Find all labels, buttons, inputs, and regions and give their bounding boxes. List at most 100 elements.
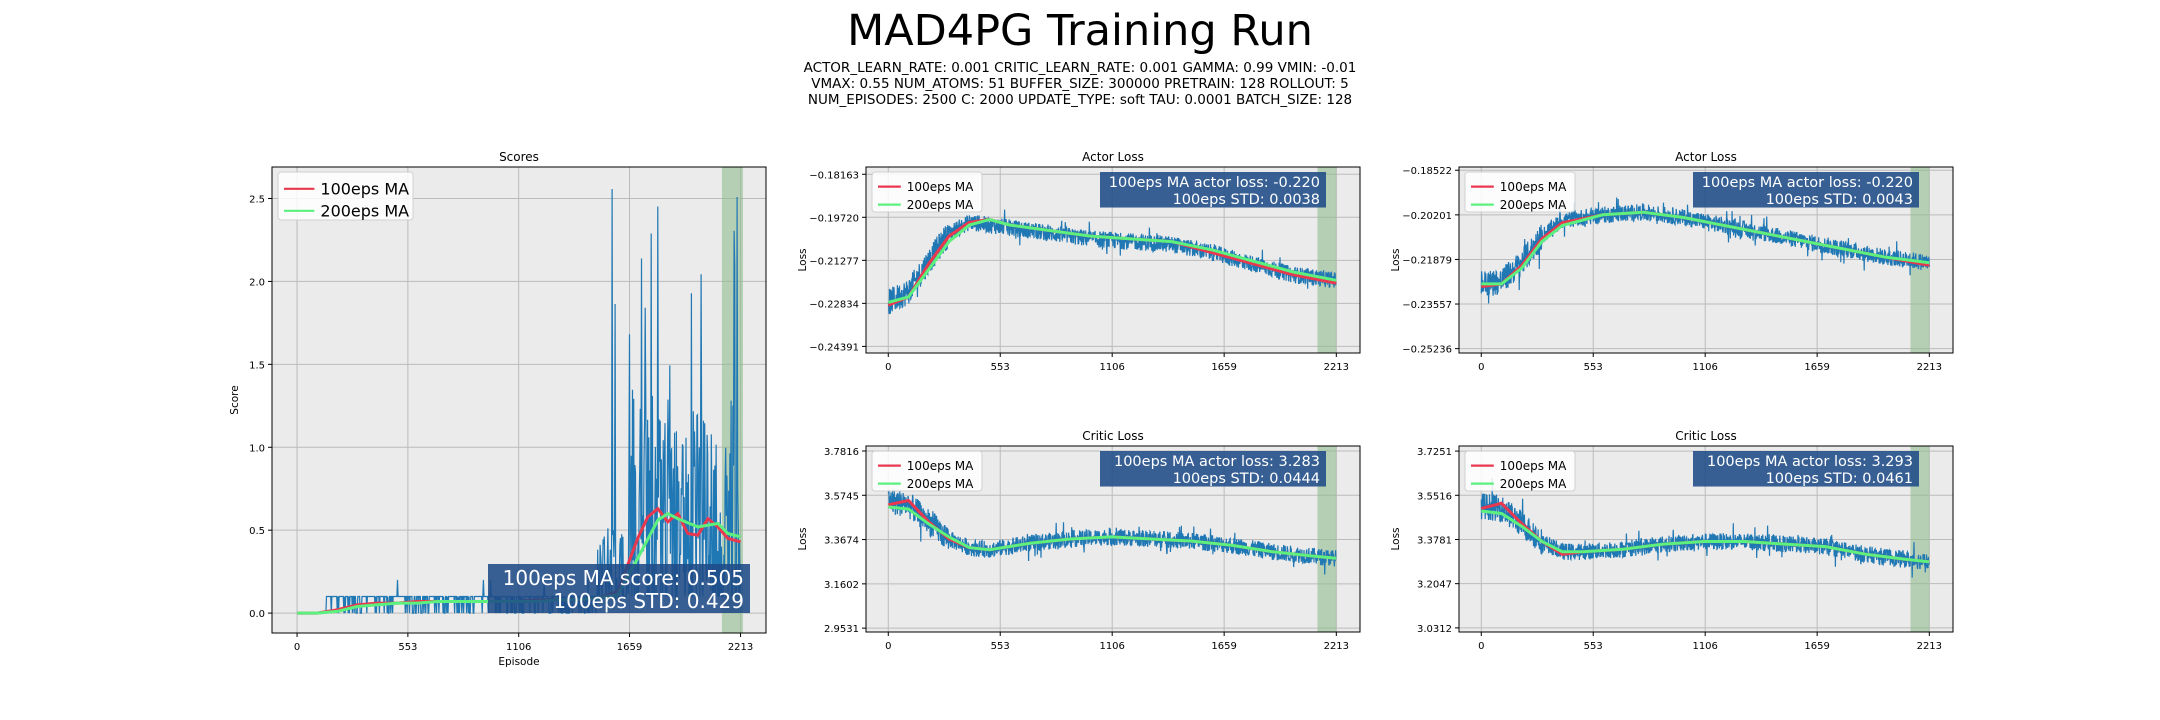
y-tick-label: −0.19720 [809,213,859,224]
x-tick-label: 0 [885,641,891,652]
legend: 100eps MA 200eps MA [1464,171,1576,213]
x-tick-label: 553 [1584,362,1603,373]
x-tick-label: 553 [398,642,417,653]
chart-title: Actor Loss [1675,150,1737,164]
params-line-1: ACTOR_LEARN_RATE: 0.001 CRITIC_LEARN_RAT… [803,60,1357,76]
y-tick-label: 3.7251 [1417,447,1452,458]
y-tick-label: −0.25236 [1402,345,1452,356]
y-tick-label: −0.18163 [809,170,859,181]
chart-title: Scores [499,150,539,164]
shaded-region [1317,167,1337,353]
legend-box [277,171,414,221]
plot-frame [865,445,1361,633]
legend: 100eps MA 200eps MA [1464,450,1576,492]
x-tick-label: 2213 [1917,362,1942,373]
y-axis-label: Loss [797,527,809,550]
legend: 100eps MA 200eps MA [277,171,414,221]
shaded-region [1317,446,1337,632]
chart-title: Actor Loss [1082,150,1144,164]
chart-panel-4: 0 553 1106 1659 2213 3.7816 3.5745 3.3674 3.1602… [797,429,1361,652]
plot-content [887,489,1337,575]
legend-label: 100eps MA [1500,180,1567,194]
legend-label: 200eps MA [907,477,974,491]
y-axis-label: Score [229,385,241,414]
ma200-line [1481,509,1930,564]
legend-label: 200eps MA [1500,477,1567,491]
x-tick-label: 0 [1478,641,1484,652]
legend-label: 200eps MA [320,201,409,220]
x-tick-label: 1659 [617,642,642,653]
y-tick-label: −0.21277 [809,256,859,267]
annotation-line-2: 100eps STD: 0.0461 [1766,471,1913,487]
annotation-box [1100,451,1326,487]
x-tick-label: 553 [991,362,1010,373]
legend-box [1464,171,1576,213]
ma200-line [1481,210,1930,286]
annotation-box [1693,172,1919,208]
x-tick-label: 2213 [1917,641,1942,652]
x-tick-label: 0 [294,642,300,653]
chart-title: Critic Loss [1082,429,1143,443]
shaded-region [1910,446,1930,632]
chart-title: Critic Loss [1675,429,1736,443]
y-tick-label: 2.5 [249,195,265,206]
y-tick-label: 3.0312 [1417,624,1452,635]
plot-content [1480,478,1930,578]
y-tick-label: 0.5 [249,526,265,537]
annotation-box [1693,451,1919,487]
y-tick-label: 1.0 [249,443,265,454]
figure-title: MAD4PG Training Run [847,6,1313,56]
annotation-line-2: 100eps STD: 0.0038 [1173,192,1320,208]
legend-label: 200eps MA [907,198,974,212]
y-tick-label: −0.21879 [1402,255,1452,266]
y-tick-label: −0.20201 [1402,211,1452,222]
legend-label: 100eps MA [320,179,409,198]
y-tick-label: −0.22834 [809,299,859,310]
annotation-line-2: 100eps STD: 0.0043 [1766,192,1913,208]
x-tick-label: 1106 [1692,641,1717,652]
y-tick-label: 2.0 [249,277,265,288]
y-tick-label: 3.2047 [1417,580,1452,591]
legend-box [1464,450,1576,492]
legend-box [871,171,983,213]
x-tick-label: 1659 [1804,362,1829,373]
annotation-box [1100,172,1326,208]
y-tick-label: 2.9531 [824,624,859,635]
x-tick-label: 1106 [1099,641,1124,652]
params-line-2: VMAX: 0.55 NUM_ATOMS: 51 BUFFER_SIZE: 30… [811,76,1349,92]
x-tick-label: 1659 [1211,641,1236,652]
x-tick-label: 1659 [1211,362,1236,373]
annotation-line-2: 100eps STD: 0.429 [553,589,744,613]
annotation-line-2: 100eps STD: 0.0444 [1173,471,1320,487]
y-tick-label: −0.24391 [809,342,859,353]
x-tick-label: 1106 [506,642,531,653]
plot-frame [1458,166,1954,354]
annotation-line-1: 100eps MA actor loss: 3.293 [1707,454,1913,470]
y-tick-label: −0.23557 [1402,300,1452,311]
x-tick-label: 0 [1478,362,1484,373]
x-tick-label: 553 [1584,641,1603,652]
legend-label: 100eps MA [907,459,974,473]
y-tick-label: 3.5745 [824,491,859,502]
chart-panel-3: 0 553 1106 1659 2213 −0.18522 −0.20201 −0.21879… [1390,150,1954,373]
annotation-line-1: 100eps MA actor loss: -0.220 [1702,175,1913,191]
chart-panel-1: 0 553 1106 1659 2213 0.0 0.5 1.0 1.5 2.0 2.5 Scores… [229,150,767,668]
annotation-line-1: 100eps MA actor loss: -0.220 [1109,175,1320,191]
x-tick-label: 1106 [1692,362,1717,373]
ma200-line [888,505,1337,560]
legend: 100eps MA 200eps MA [871,171,983,213]
x-tick-label: 2213 [728,642,753,653]
y-axis-label: Loss [797,248,809,271]
y-tick-label: −0.18522 [1402,166,1452,177]
chart-panel-5: 0 553 1106 1659 2213 3.7251 3.5516 3.3781 3.2047… [1390,429,1954,652]
legend-label: 200eps MA [1500,198,1567,212]
plot-content [887,209,1337,315]
y-axis-label: Loss [1390,248,1402,271]
x-tick-label: 1659 [1804,641,1829,652]
x-tick-label: 2213 [1324,362,1349,373]
